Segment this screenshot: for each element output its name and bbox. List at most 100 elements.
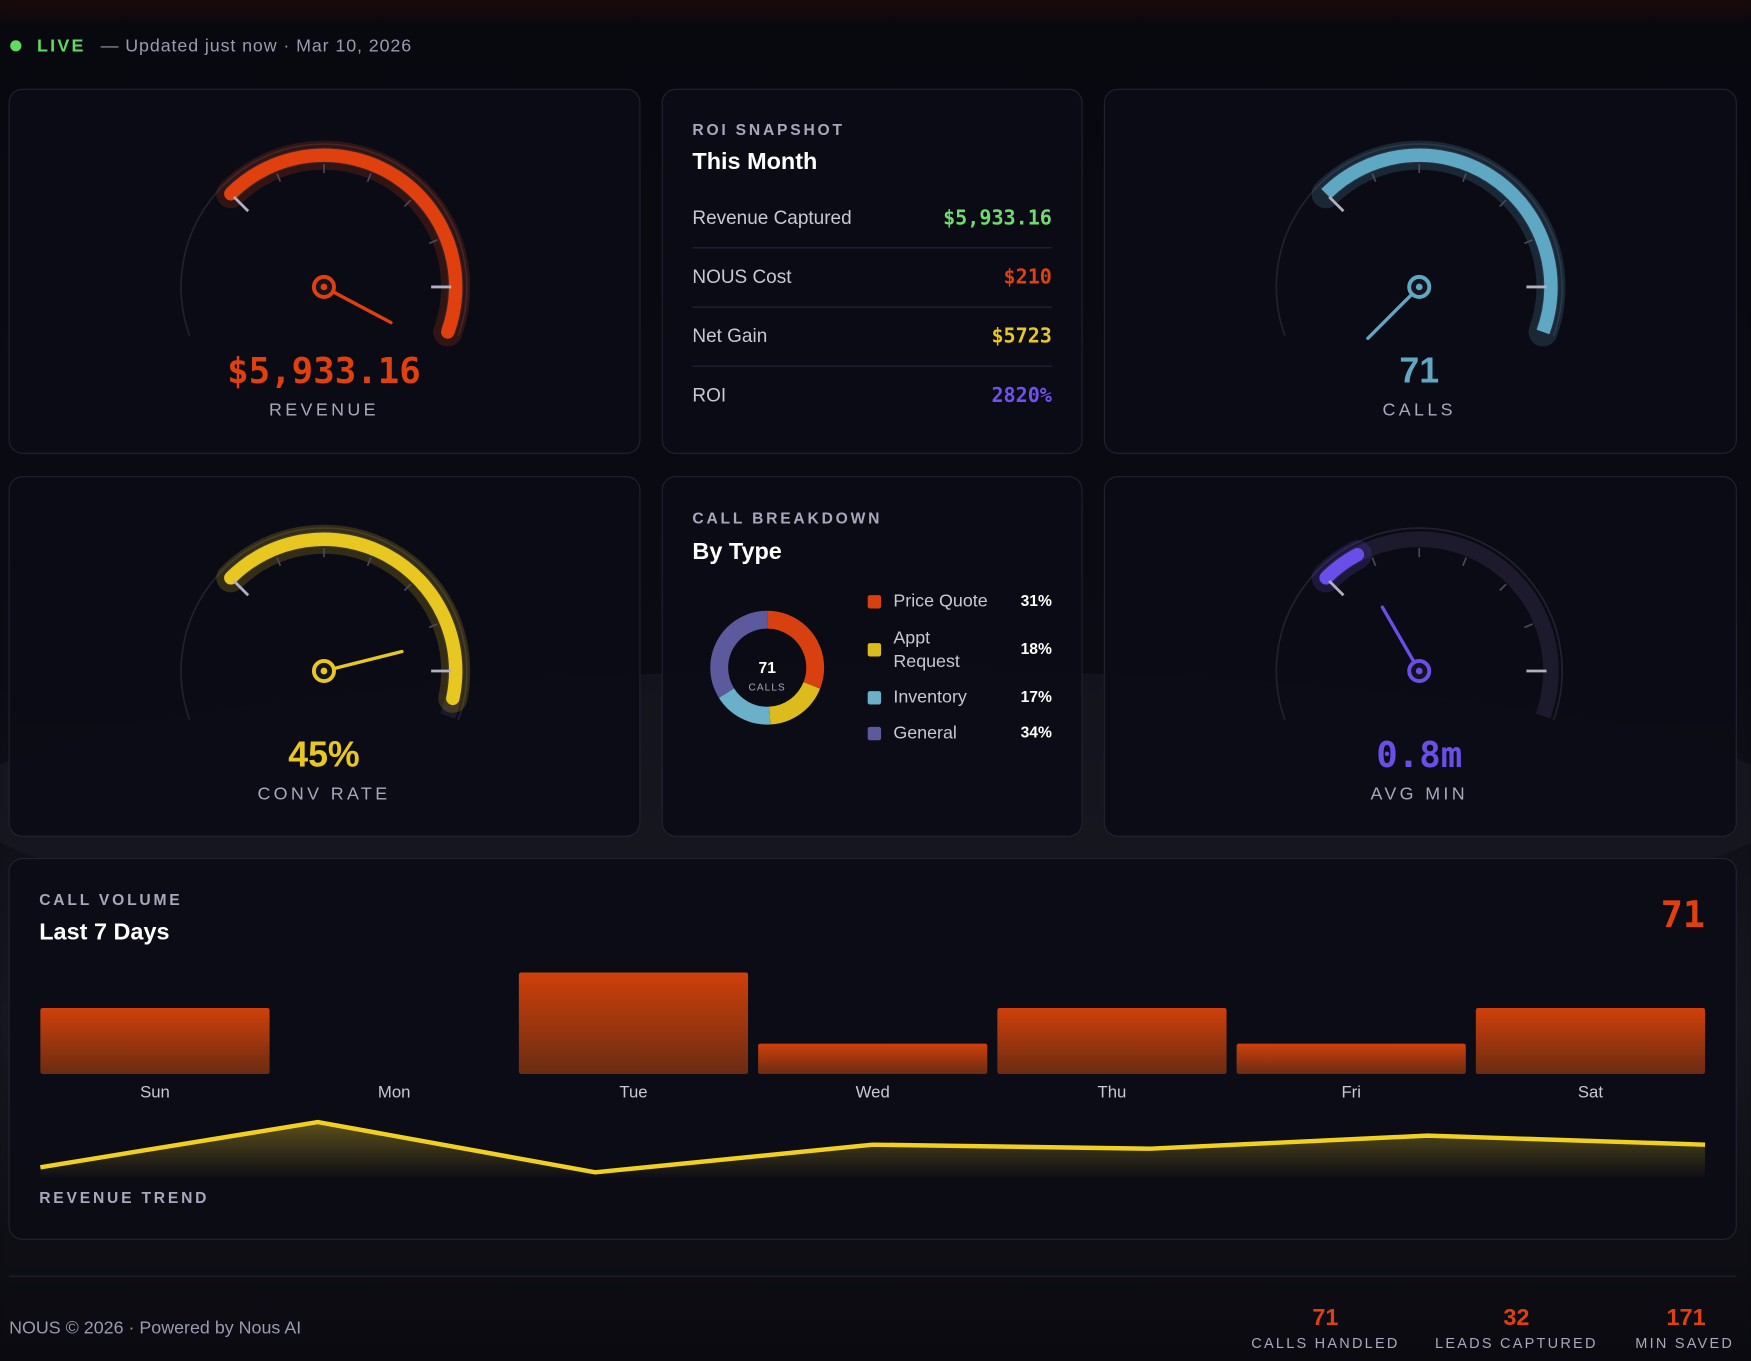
gauge-tick: [1524, 239, 1534, 245]
stat-label: MIN SAVED: [1635, 1336, 1734, 1352]
live-label: LIVE: [37, 36, 86, 56]
x-tick-label: Fri: [1341, 1082, 1361, 1101]
gauge-value: 45%: [288, 734, 360, 774]
gauge-tick: [403, 199, 412, 208]
gauge-label: AVG MIN: [1370, 784, 1468, 804]
donut-segment: [710, 610, 825, 725]
gauge-value: 71: [1399, 350, 1439, 390]
donut-center-value: 71: [759, 660, 777, 677]
gauge-tick: [232, 580, 250, 597]
roi-eyebrow: ROI SNAPSHOT: [692, 122, 844, 139]
gauge-tick: [276, 557, 282, 567]
gauge-tick: [1371, 173, 1377, 183]
gauge-hub-core: [320, 283, 328, 291]
card: [1103, 88, 1737, 454]
gauge-tick: [1328, 195, 1345, 213]
gauge-tick: [1499, 199, 1507, 208]
footer-stats: 71 CALLS HANDLED 32 LEADS CAPTURED 171 MIN SA…: [1251, 1304, 1734, 1352]
roi-label: Net Gain: [692, 326, 767, 347]
gauge-tick: [1371, 557, 1377, 567]
x-tick-label: Thu: [1098, 1082, 1127, 1101]
volume-total: 71: [1661, 893, 1705, 936]
roi-value: $5723: [991, 324, 1051, 348]
gauge-tick: [428, 623, 438, 629]
x-tick-label: Mon: [378, 1082, 411, 1101]
bar: [40, 1008, 270, 1075]
stat-value: 71: [1312, 1304, 1338, 1330]
live-dot: [10, 40, 22, 52]
legend-label: Inventory: [893, 687, 967, 707]
updated-text: — Updated just now · Mar 10, 2026: [101, 36, 412, 56]
gauge-hub-core: [320, 667, 328, 675]
gauge-label: CALLS: [1383, 400, 1456, 420]
legend-label: General: [893, 722, 957, 742]
gauge-tick: [366, 557, 372, 567]
gauge-tick: [1524, 623, 1534, 629]
bar: [1475, 1008, 1706, 1075]
gauge-value: $5,933.16: [227, 351, 421, 392]
gauge-tick: [1328, 580, 1345, 597]
volume-chart: Sun Mon Tue Wed Thu Fri Sat: [40, 972, 1706, 1180]
roi-value: $5,933.16: [943, 205, 1052, 229]
roi-label: Revenue Captured: [692, 208, 851, 229]
bar: [997, 1008, 1227, 1075]
breakdown-title: By Type: [692, 538, 781, 564]
roi-value: $210: [1004, 265, 1052, 289]
roi-rows: Revenue Captured $5,933.16 NOUS Cost $210 Ne…: [692, 205, 1052, 407]
bar: [1236, 1043, 1466, 1075]
gauge-tick: [1462, 173, 1468, 183]
gauge-tick: [276, 173, 282, 183]
gauge-tick: [232, 195, 250, 213]
trend-line: [40, 1119, 1706, 1175]
card: [1103, 476, 1737, 837]
gauge-tick: [1462, 557, 1468, 567]
card: [661, 88, 1083, 454]
legend-label: Appt Request: [893, 627, 960, 670]
gauge-label: REVENUE: [269, 400, 379, 420]
gauge-outline: [1275, 143, 1563, 337]
gauge-fill: [224, 148, 463, 339]
legend-swatch: [867, 643, 882, 657]
gauge-hub-core: [1415, 667, 1423, 675]
trend-area: [40, 1122, 1706, 1180]
gauge-tick: [1499, 583, 1507, 592]
x-tick-label: Sat: [1578, 1082, 1603, 1101]
donut-center-label: CALLS: [749, 682, 786, 693]
legend-percent: 17%: [1021, 689, 1052, 706]
gauge-track: [1320, 531, 1559, 719]
x-tick-label: Tue: [619, 1082, 647, 1101]
volume-title: Last 7 Days: [39, 919, 169, 945]
bar: [518, 972, 749, 1075]
stat-label: CALLS HANDLED: [1251, 1336, 1399, 1352]
gauge-label: CONV RATE: [257, 784, 390, 804]
legend-percent: 31%: [1021, 593, 1052, 610]
gauge-tick: [366, 173, 372, 183]
legend-swatch: [867, 595, 882, 609]
stat-value: 171: [1667, 1304, 1706, 1330]
gauge-tick: [403, 583, 412, 592]
gauge-outline: [1275, 527, 1563, 721]
stat-label: LEADS CAPTURED: [1435, 1336, 1598, 1352]
gauge-fill: [224, 532, 463, 706]
roi-label: ROI: [692, 385, 726, 406]
legend-percent: 34%: [1021, 725, 1052, 742]
gauge-value: 0.8m: [1376, 735, 1462, 776]
roi-label: NOUS Cost: [692, 267, 792, 288]
donut-segment: [710, 610, 825, 725]
gauges: $5,933.16 REVENUE 71 CALLS 45% CONV RATE 0.8m A…: [180, 140, 1566, 804]
gauge-outline: [180, 527, 468, 721]
x-tick-label: Sun: [140, 1082, 170, 1101]
gauge-fill: [1319, 547, 1365, 585]
legend-swatch: [867, 691, 882, 705]
legend-label: Price Quote: [893, 591, 987, 611]
x-tick-label: Wed: [856, 1082, 890, 1101]
gauge-hub-core: [1415, 283, 1423, 291]
legend-percent: 18%: [1021, 641, 1052, 658]
card: [8, 88, 641, 454]
donut: Price Quote 31% Appt Request 18% Inventory 17…: [710, 591, 1052, 742]
footer-text: NOUS © 2026 · Powered by Nous AI: [9, 1317, 301, 1337]
trend-label: REVENUE TREND: [39, 1190, 209, 1207]
breakdown-eyebrow: CALL BREAKDOWN: [692, 510, 882, 527]
volume-eyebrow: CALL VOLUME: [39, 892, 182, 909]
